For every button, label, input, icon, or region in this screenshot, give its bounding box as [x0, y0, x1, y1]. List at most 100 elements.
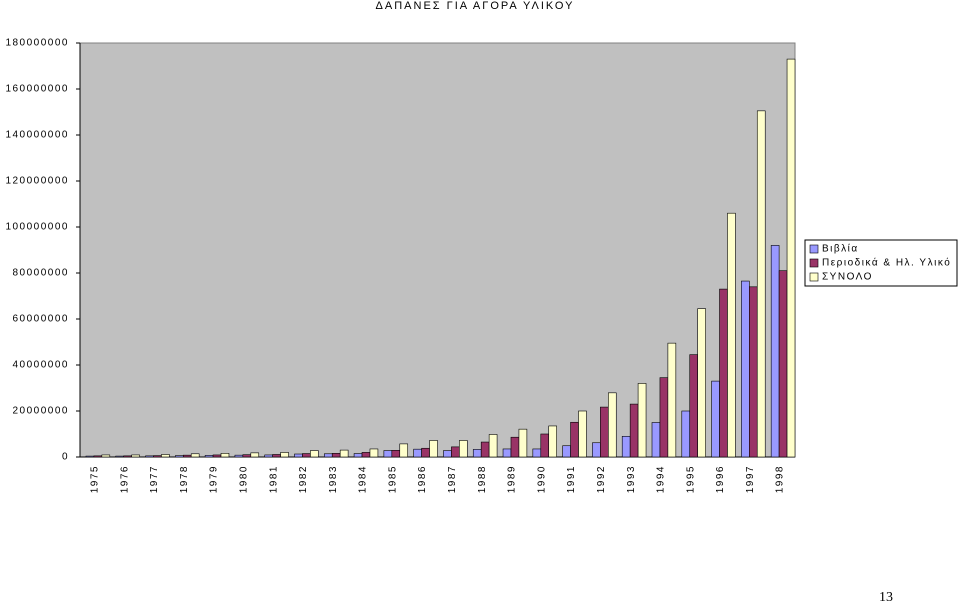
bar: [204, 455, 214, 458]
bar: [250, 452, 260, 458]
bar: [548, 425, 557, 458]
bar: [421, 447, 430, 458]
y-tick-label: 20000000: [13, 406, 70, 417]
bar: [294, 453, 303, 458]
bar: [480, 441, 490, 458]
plot-area: [79, 42, 796, 458]
bar: [220, 453, 230, 458]
bar: [472, 449, 482, 458]
bar: [578, 410, 587, 458]
x-tick-label: 1995: [685, 465, 696, 493]
y-tick-label: 40000000: [13, 360, 70, 371]
x-tick-label: 1994: [656, 465, 667, 493]
bar: [331, 453, 341, 458]
bar: [488, 434, 498, 458]
x-tick-label: 1997: [745, 465, 756, 493]
bar: [689, 354, 698, 458]
legend-label: ΣΥΝΟΛΟ: [822, 272, 873, 283]
bar: [570, 421, 579, 458]
page-number: 13: [879, 590, 893, 605]
x-tick-label: 1976: [119, 465, 130, 493]
bar: [562, 445, 571, 458]
bar: [272, 454, 281, 458]
legend-label: Περιοδικά & Ηλ. Υλικό: [822, 257, 951, 269]
bar: [608, 392, 617, 458]
bar: [101, 454, 111, 458]
bar: [697, 308, 706, 458]
bar: [115, 455, 124, 458]
bar: [383, 450, 393, 458]
bar: [310, 450, 319, 458]
bar: [719, 288, 728, 458]
y-tick-label: 140000000: [5, 130, 69, 141]
x-tick-label: 1986: [417, 465, 428, 493]
legend-swatch: [809, 272, 819, 282]
bar: [459, 440, 468, 458]
bar: [399, 443, 409, 458]
bar: [280, 452, 289, 458]
bar: [93, 455, 103, 458]
x-tick-label: 1988: [477, 465, 488, 493]
bar: [629, 403, 639, 458]
legend-swatch: [809, 244, 819, 254]
x-tick-label: 1978: [179, 465, 190, 493]
legend-box: [804, 239, 958, 287]
bar: [770, 245, 780, 458]
bar: [532, 448, 542, 458]
bar: [778, 270, 788, 458]
bar: [592, 442, 601, 458]
bar: [175, 455, 184, 458]
bar: [391, 450, 401, 458]
bar: [182, 454, 192, 458]
x-tick-label: 1990: [536, 465, 547, 493]
bar: [369, 448, 379, 458]
y-tick-label: 100000000: [5, 222, 69, 233]
y-tick-label: 60000000: [13, 314, 70, 325]
x-tick-label: 1996: [715, 465, 726, 493]
bar: [353, 453, 363, 458]
bar: [651, 422, 661, 458]
x-tick-label: 1980: [238, 465, 249, 493]
bar: [637, 383, 647, 458]
x-tick-label: 1979: [209, 465, 220, 493]
bar: [145, 455, 154, 458]
x-tick-label: 1985: [387, 465, 398, 493]
bar: [85, 455, 95, 458]
bar: [323, 453, 333, 458]
x-tick-label: 1993: [626, 465, 637, 493]
bar: [749, 286, 758, 458]
bar: [659, 377, 669, 458]
bar: [443, 450, 452, 458]
y-tick-label: 180000000: [5, 38, 69, 49]
y-tick-label: 80000000: [13, 268, 70, 279]
bar: [429, 440, 438, 458]
bar: [131, 454, 140, 458]
x-tick-label: 1991: [566, 465, 577, 493]
bar: [451, 446, 460, 458]
bar: [302, 453, 311, 458]
x-tick-label: 1982: [298, 465, 309, 493]
bar: [756, 110, 766, 458]
bar: [667, 342, 677, 458]
y-tick-label: 0: [62, 452, 69, 463]
y-tick-label: 120000000: [5, 176, 69, 187]
bar: [123, 455, 132, 458]
x-tick-label: 1984: [358, 465, 369, 493]
x-tick-label: 1977: [149, 465, 160, 493]
bar: [518, 428, 528, 458]
x-tick-label: 1998: [775, 465, 786, 493]
bar: [264, 454, 273, 458]
bar: [361, 452, 371, 458]
bar: [540, 433, 550, 458]
bar: [510, 436, 520, 458]
chart-title: ΔΑΠΑΝΕΣ ΓΙΑ ΑΓΟΡΑ ΥΛΙΚΟΥ: [376, 0, 575, 12]
bar: [741, 280, 750, 458]
x-tick-label: 1987: [447, 465, 458, 493]
x-tick-label: 1989: [507, 465, 518, 493]
bar: [711, 380, 720, 458]
bar: [621, 435, 631, 458]
bar: [413, 448, 422, 458]
legend-swatch: [809, 258, 819, 268]
